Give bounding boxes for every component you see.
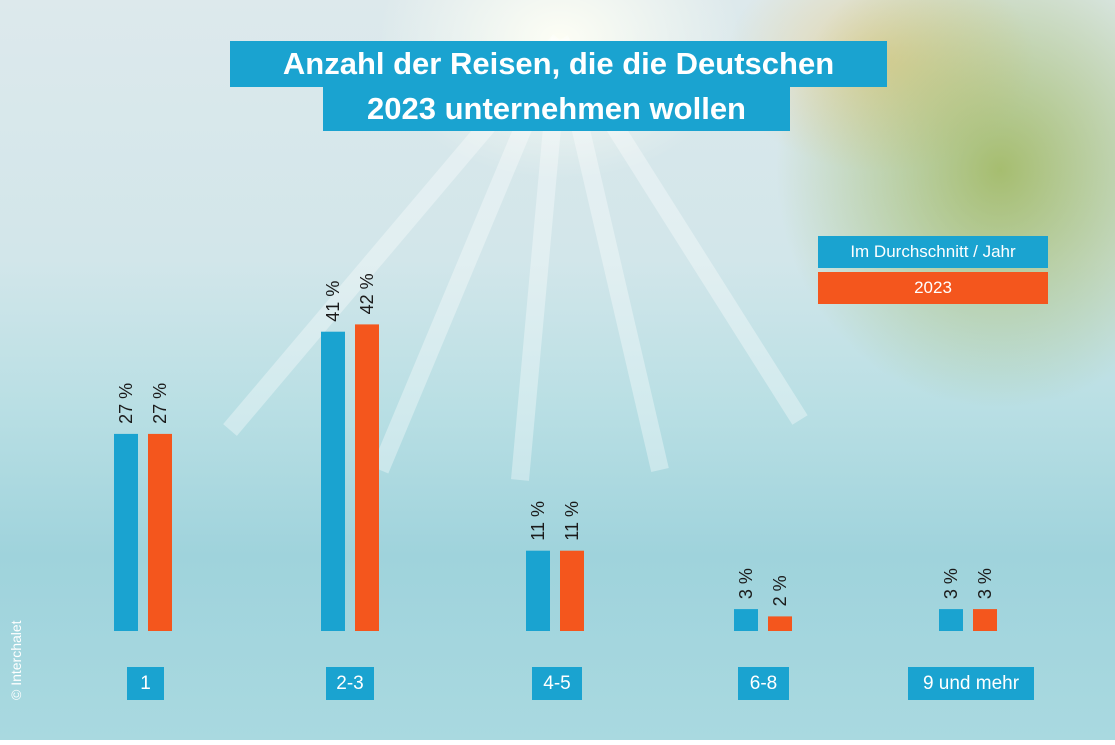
- data-label-average-0: 27 %: [116, 383, 136, 424]
- legend-item-average: Im Durchschnitt / Jahr: [818, 236, 1048, 268]
- data-label-2023-4: 3 %: [975, 568, 995, 599]
- bar-average-4: [939, 609, 963, 631]
- copyright-notice: © Interchalet: [8, 620, 24, 700]
- bar-2023-4: [973, 609, 997, 631]
- bar-average-3: [734, 609, 758, 631]
- data-label-2023-2: 11 %: [562, 501, 582, 541]
- bar-2023-3: [768, 616, 792, 631]
- chart-title-line-1: Anzahl der Reisen, die die Deutschen: [230, 41, 887, 87]
- category-label-2-3: 2-3: [326, 667, 374, 700]
- data-label-2023-3: 2 %: [770, 575, 790, 606]
- data-label-average-2: 11 %: [528, 501, 548, 541]
- category-label-4-5: 4-5: [532, 667, 582, 700]
- data-label-average-3: 3 %: [736, 568, 756, 599]
- bar-2023-2: [560, 550, 584, 631]
- bar-average-2: [526, 550, 550, 631]
- bar-average-1: [321, 331, 345, 631]
- chart-title-line-2: 2023 unternehmen wollen: [323, 87, 790, 131]
- bar-average-0: [114, 433, 138, 631]
- category-label-6-8: 6-8: [738, 667, 789, 700]
- data-label-average-1: 41 %: [323, 281, 343, 322]
- legend-item-2023: 2023: [818, 272, 1048, 304]
- bar-2023-1: [355, 324, 379, 631]
- category-label-1: 1: [127, 667, 164, 700]
- data-label-2023-0: 27 %: [150, 383, 170, 424]
- data-label-average-4: 3 %: [941, 568, 961, 599]
- category-label-9-und-mehr: 9 und mehr: [908, 667, 1034, 700]
- bar-2023-0: [148, 433, 172, 631]
- data-label-2023-1: 42 %: [357, 273, 377, 314]
